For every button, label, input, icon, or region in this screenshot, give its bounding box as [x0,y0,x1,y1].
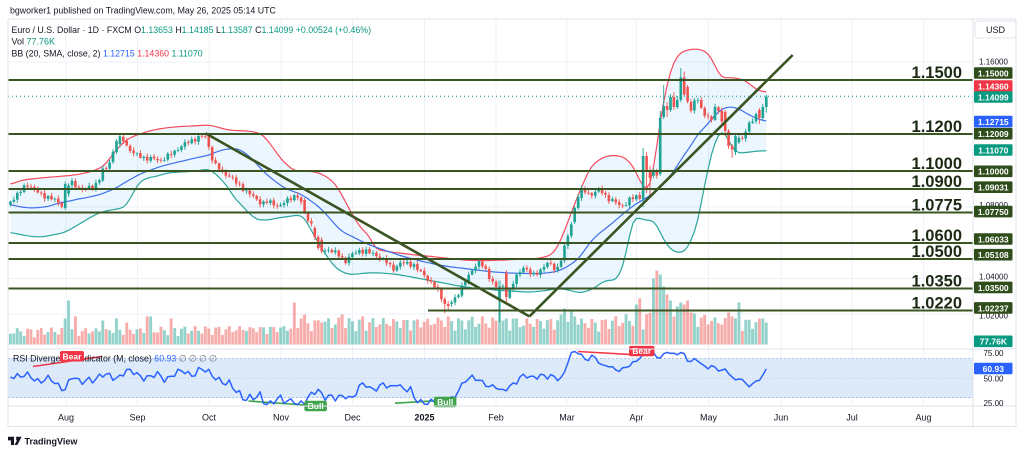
svg-text:1.06033: 1.06033 [978,234,1009,244]
svg-text:Dec: Dec [344,412,361,422]
svg-text:60.93: 60.93 [983,364,1005,374]
svg-text:Bear: Bear [63,351,83,361]
svg-text:50.00: 50.00 [983,374,1004,383]
svg-text:May: May [700,412,718,422]
svg-text:Sep: Sep [129,412,145,422]
svg-text:2025: 2025 [414,412,434,422]
svg-text:Oct: Oct [202,412,217,422]
svg-text:Nov: Nov [273,412,290,422]
svg-text:1.08000: 1.08000 [979,201,1008,210]
svg-text:Aug: Aug [915,412,931,422]
svg-text:Aug: Aug [58,412,74,422]
svg-text:1.02237: 1.02237 [978,303,1009,313]
svg-text:USD: USD [986,25,1006,35]
svg-text:1.0775: 1.0775 [912,197,962,215]
svg-text:TradingView: TradingView [25,436,79,446]
svg-text:Jun: Jun [774,412,789,422]
svg-text:1.09031: 1.09031 [978,183,1009,193]
svg-text:1.0500: 1.0500 [912,243,962,261]
svg-text:1.05108: 1.05108 [978,250,1009,260]
svg-text:1.12715: 1.12715 [978,117,1009,127]
svg-text:Euro / U.S. Dollar · 1D · FXCM: Euro / U.S. Dollar · 1D · FXCM O1.13653 … [12,25,372,35]
svg-text:Vol 77.76K: Vol 77.76K [12,36,56,46]
svg-text:1.1200: 1.1200 [912,118,962,136]
svg-text:1.0220: 1.0220 [912,295,962,313]
svg-text:1.16000: 1.16000 [979,58,1008,67]
svg-text:1.03500: 1.03500 [978,283,1009,293]
svg-text:Feb: Feb [488,412,504,422]
svg-text:1.0350: 1.0350 [912,273,962,291]
svg-text:1.1500: 1.1500 [912,64,962,82]
svg-text:BB (20, SMA, close, 2) 1.12715: BB (20, SMA, close, 2) 1.12715 1.14360 1… [12,48,203,58]
svg-text:1.14099: 1.14099 [978,92,1009,102]
svg-text:Mar: Mar [559,412,575,422]
svg-text:75.00: 75.00 [983,349,1004,358]
svg-text:1.1000: 1.1000 [912,155,962,173]
svg-text:1.0600: 1.0600 [912,227,962,245]
svg-text:1.04000: 1.04000 [979,273,1008,282]
svg-text:Bear: Bear [632,346,652,356]
svg-text:1.15000: 1.15000 [978,68,1009,78]
svg-text:1.10000: 1.10000 [978,167,1009,177]
svg-text:1.11070: 1.11070 [978,145,1009,155]
svg-text:Bull: Bull [437,397,453,407]
svg-text:1.02000: 1.02000 [979,312,1008,321]
svg-text:RSI Divergence Indicator (M, c: RSI Divergence Indicator (M, close) 60.9… [13,353,217,363]
svg-text:Apr: Apr [629,412,643,422]
svg-text:1.12009: 1.12009 [978,129,1009,139]
svg-text:bgworker1 published on Trading: bgworker1 published on TradingView.com, … [10,6,276,16]
svg-text:1.07750: 1.07750 [978,207,1009,217]
svg-text:Jul: Jul [846,412,858,422]
svg-text:77.76K: 77.76K [980,337,1008,347]
svg-text:1.14360: 1.14360 [978,81,1009,91]
svg-text:1.0900: 1.0900 [912,173,962,191]
svg-text:25.00: 25.00 [983,399,1004,408]
